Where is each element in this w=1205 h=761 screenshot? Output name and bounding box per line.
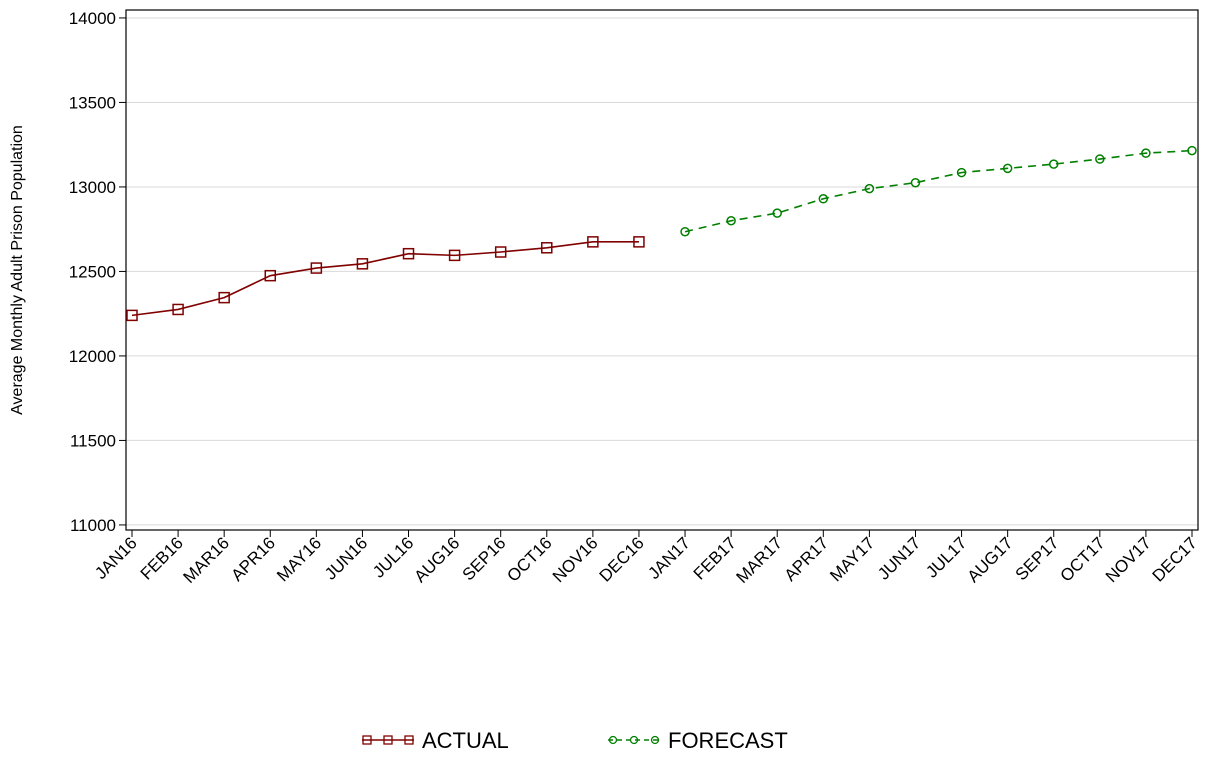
data-point	[1187, 145, 1197, 156]
y-tick-label: 13000	[69, 178, 116, 197]
x-tick-label: DEC17	[1149, 533, 1201, 585]
data-point	[633, 236, 645, 248]
data-point	[956, 167, 967, 178]
data-point	[218, 291, 230, 304]
data-point	[864, 183, 875, 194]
x-tick-label: JAN16	[91, 533, 141, 583]
data-point	[587, 236, 599, 248]
y-axis-label: Average Monthly Adult Prison Population	[9, 125, 26, 415]
data-point	[818, 194, 829, 204]
y-tick-label: 11000	[70, 516, 116, 535]
x-tick-label: MAY17	[826, 533, 878, 585]
x-tick-label: FEB17	[690, 533, 740, 583]
y-tick-label: 12000	[69, 347, 116, 366]
x-tick-label: APR16	[228, 533, 280, 585]
y-tick-label: 13500	[69, 93, 116, 112]
legend-marker	[362, 735, 372, 745]
x-tick-label: DEC16	[596, 533, 648, 585]
data-point	[1095, 154, 1105, 164]
y-tick-label: 11500	[70, 431, 116, 450]
x-tick-label: OCT16	[503, 533, 555, 585]
x-tick-label: MAR16	[179, 533, 233, 587]
data-point	[1141, 148, 1151, 158]
data-point	[172, 303, 184, 316]
data-point	[680, 226, 690, 237]
data-point	[1002, 163, 1013, 174]
x-tick-label: JUN17	[874, 533, 924, 583]
series-line	[131, 241, 639, 317]
data-point	[448, 249, 461, 262]
x-tick-label: AUG17	[964, 533, 1017, 586]
x-tick-label: JAN17	[644, 533, 694, 583]
legend-label: FORECAST	[668, 728, 788, 753]
data-point	[126, 309, 138, 322]
data-point	[541, 242, 553, 254]
x-tick-label: JUN16	[321, 533, 371, 583]
legend-marker	[650, 735, 660, 745]
data-point	[310, 262, 323, 274]
data-point	[1048, 159, 1059, 169]
x-tick-label: NOV17	[1102, 533, 1155, 586]
x-tick-label: FEB16	[137, 533, 187, 583]
x-tick-label: NOV16	[549, 533, 602, 586]
x-tick-label: MAR17	[733, 533, 787, 587]
x-tick-label: MAY16	[273, 533, 325, 585]
x-tick-label: JUL17	[922, 533, 970, 581]
y-tick-label: 12500	[69, 262, 116, 281]
legend-marker	[608, 735, 618, 745]
y-tick-label: 14000	[69, 9, 116, 28]
legend: ACTUAL FORECAST	[362, 728, 788, 753]
data-point	[910, 177, 921, 188]
data-point	[494, 246, 507, 258]
x-tick-label: JUL16	[369, 533, 417, 581]
legend-marker	[383, 735, 393, 745]
x-tick-label: SEP16	[459, 533, 510, 584]
data-point	[726, 215, 736, 226]
data-point	[402, 247, 415, 260]
x-tick-label: APR17	[781, 533, 833, 585]
legend-marker	[629, 735, 639, 745]
x-tick-label: OCT17	[1056, 533, 1108, 585]
series-line	[684, 149, 1193, 233]
x-tick-label: AUG16	[411, 533, 464, 586]
data-point	[264, 269, 277, 282]
plot-frame	[125, 9, 1199, 531]
legend-marker	[404, 735, 414, 745]
legend-label: ACTUAL	[422, 728, 509, 753]
data-point	[772, 208, 782, 218]
x-tick-label: SEP17	[1012, 533, 1063, 584]
data-point	[356, 258, 369, 270]
